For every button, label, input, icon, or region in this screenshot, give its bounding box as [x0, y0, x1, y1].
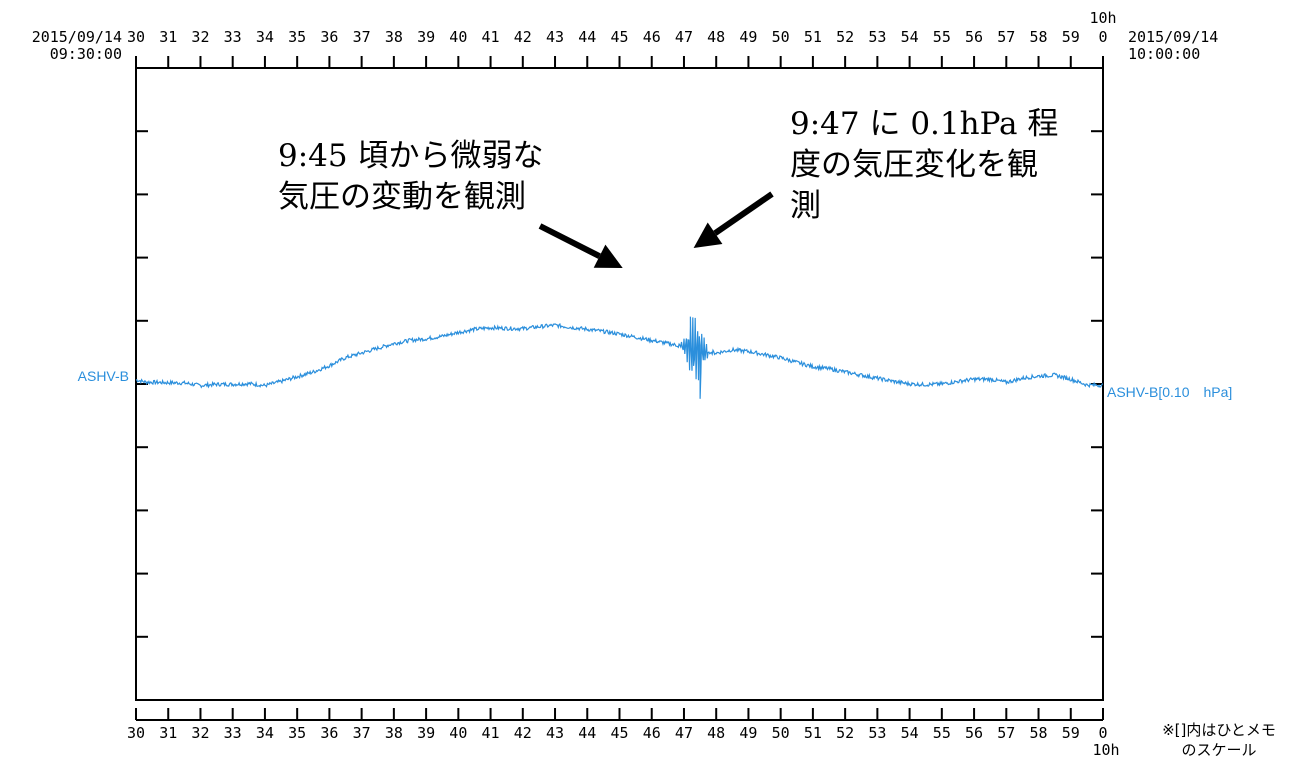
- x-tick-label-bottom: 48: [707, 724, 725, 742]
- x-tick-label-top: 57: [997, 28, 1015, 46]
- x-tick-label-bottom: 54: [901, 724, 919, 742]
- x-tick-label-top: 58: [1030, 28, 1048, 46]
- x-tick-label-bottom: 41: [482, 724, 500, 742]
- x-tick-label-top: 44: [578, 28, 596, 46]
- hour-marker-bottom: 10h: [1092, 741, 1119, 759]
- series-layer: [135, 316, 1104, 399]
- x-tick-label-bottom: 57: [997, 724, 1015, 742]
- start-time-label: 09:30:00: [50, 45, 122, 63]
- x-tick-label-top: 34: [256, 28, 274, 46]
- x-tick-label-top: 30: [127, 28, 145, 46]
- x-tick-label-bottom: 32: [191, 724, 209, 742]
- annotation-arrow-head-2: [693, 222, 723, 248]
- start-date-label: 2015/09/14: [32, 28, 122, 46]
- annotation-arrow-shaft-1: [538, 223, 601, 259]
- x-tick-label-bottom: 43: [546, 724, 564, 742]
- x-tick-label-top: 54: [901, 28, 919, 46]
- x-tick-label-bottom: 45: [610, 724, 628, 742]
- x-tick-label-bottom: 44: [578, 724, 596, 742]
- x-tick-label-top: 40: [449, 28, 467, 46]
- x-tick-label-bottom: 46: [643, 724, 661, 742]
- x-tick-label-bottom: 37: [353, 724, 371, 742]
- x-tick-label-top: 41: [482, 28, 500, 46]
- x-tick-label-top: 48: [707, 28, 725, 46]
- x-tick-label-top: 45: [610, 28, 628, 46]
- x-tick-label-top: 38: [385, 28, 403, 46]
- x-tick-label-top: 46: [643, 28, 661, 46]
- x-tick-label-bottom: 53: [868, 724, 886, 742]
- annotation-arrow-head-1: [593, 244, 623, 268]
- x-tick-label-bottom: 38: [385, 724, 403, 742]
- end-time-label: 10:00:00: [1128, 45, 1200, 63]
- x-tick-label-top: 37: [353, 28, 371, 46]
- x-tick-label-bottom: 47: [675, 724, 693, 742]
- x-tick-label-bottom: 36: [320, 724, 338, 742]
- x-tick-label-bottom: 42: [514, 724, 532, 742]
- x-tick-label-top: 39: [417, 28, 435, 46]
- x-tick-label-bottom: 50: [772, 724, 790, 742]
- series-line: [135, 316, 1104, 399]
- end-date-label: 2015/09/14: [1128, 28, 1218, 46]
- series-label-right: ASHV-B[0.10 hPa]: [1107, 384, 1232, 400]
- x-tick-label-bottom: 34: [256, 724, 274, 742]
- x-tick-label-bottom: 35: [288, 724, 306, 742]
- x-tick-label-top: 59: [1062, 28, 1080, 46]
- annotation-note-2: 9:47 に 0.1hPa 程 度の気圧変化を観 測: [790, 106, 1059, 224]
- x-tick-label-top: 31: [159, 28, 177, 46]
- x-tick-label-top: 32: [191, 28, 209, 46]
- x-tick-label-top: 36: [320, 28, 338, 46]
- x-tick-label-top: 55: [933, 28, 951, 46]
- x-tick-label-bottom: 52: [836, 724, 854, 742]
- footnote: ※[]内はひとメモ のスケール: [1162, 721, 1276, 759]
- x-tick-label-top: 35: [288, 28, 306, 46]
- x-tick-label-top: 56: [965, 28, 983, 46]
- x-tick-label-bottom: 40: [449, 724, 467, 742]
- x-tick-label-top: 50: [772, 28, 790, 46]
- axis-ticks: [135, 56, 1104, 721]
- x-tick-label-bottom: 30: [127, 724, 145, 742]
- x-tick-label-bottom: 31: [159, 724, 177, 742]
- x-tick-label-top: 0: [1098, 28, 1107, 46]
- x-tick-label-bottom: 39: [417, 724, 435, 742]
- x-tick-label-bottom: 59: [1062, 724, 1080, 742]
- x-tick-label-top: 52: [836, 28, 854, 46]
- annotation-note-1: 9:45 頃から微弱な 気圧の変動を観測: [278, 138, 544, 215]
- x-tick-label-top: 51: [804, 28, 822, 46]
- x-tick-label-bottom: 51: [804, 724, 822, 742]
- x-tick-label-bottom: 0: [1098, 724, 1107, 742]
- x-tick-label-top: 42: [514, 28, 532, 46]
- series-label-left: ASHV-B: [78, 368, 129, 384]
- x-tick-label-bottom: 58: [1030, 724, 1048, 742]
- x-tick-label-bottom: 56: [965, 724, 983, 742]
- x-tick-label-top: 49: [739, 28, 757, 46]
- annotation-arrows: [538, 191, 774, 268]
- axis-tick-labels: 30 30 31 31 32 32 33 33 34 34 35 35 36 36 37 37 38 38 39 39…: [127, 28, 1108, 742]
- x-tick-label-bottom: 33: [224, 724, 242, 742]
- x-tick-label-bottom: 55: [933, 724, 951, 742]
- x-tick-label-top: 43: [546, 28, 564, 46]
- hour-marker-top: 10h: [1089, 9, 1116, 27]
- x-tick-label-top: 33: [224, 28, 242, 46]
- x-tick-label-top: 47: [675, 28, 693, 46]
- annotation-arrow-shaft-2: [713, 191, 774, 236]
- x-tick-label-bottom: 49: [739, 724, 757, 742]
- x-tick-label-top: 53: [868, 28, 886, 46]
